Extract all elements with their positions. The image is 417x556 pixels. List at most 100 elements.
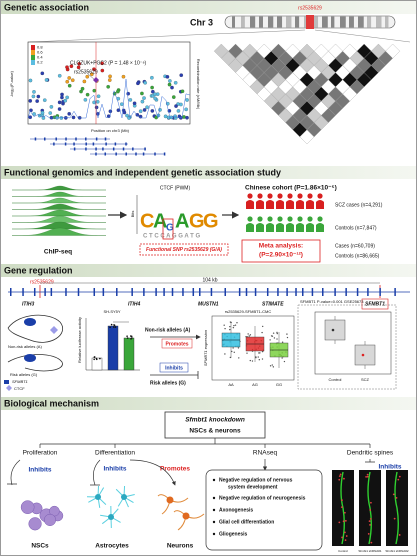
functional-snp: Functional SNP rs2535629 (G/A) bbox=[146, 247, 222, 253]
jitter bbox=[247, 333, 249, 335]
exon bbox=[163, 288, 165, 296]
genotype-label: GG bbox=[276, 382, 282, 387]
person-head bbox=[297, 216, 303, 222]
exon bbox=[155, 288, 157, 296]
person-head bbox=[267, 193, 273, 199]
chip-peak bbox=[12, 185, 106, 191]
dot bbox=[95, 357, 98, 360]
locus-point bbox=[80, 86, 85, 91]
exon bbox=[238, 288, 241, 296]
jitter bbox=[229, 321, 232, 323]
chip-peak bbox=[11, 227, 107, 236]
locus-point bbox=[44, 78, 49, 82]
bar bbox=[123, 337, 135, 371]
exon bbox=[112, 147, 115, 151]
exon bbox=[210, 288, 213, 296]
person-body bbox=[276, 223, 284, 232]
branch-label: RNAseq bbox=[253, 450, 278, 457]
chip-peak bbox=[12, 191, 106, 197]
locus-point bbox=[92, 88, 97, 93]
logo-letter: G bbox=[203, 210, 219, 232]
logo-letter: G bbox=[189, 210, 205, 232]
locus-point bbox=[180, 89, 185, 94]
locus-point bbox=[100, 61, 104, 66]
rnaseq-term: Gliogenesis bbox=[219, 531, 248, 537]
exon bbox=[85, 137, 87, 141]
spine-label: Sfmbt1 shRNA#2 bbox=[385, 549, 409, 553]
locus-point bbox=[132, 101, 137, 106]
locus-point bbox=[57, 100, 62, 105]
locus-point bbox=[167, 82, 172, 87]
jitter bbox=[259, 352, 261, 354]
exon bbox=[182, 288, 184, 296]
jitter bbox=[261, 358, 264, 360]
locus-point bbox=[57, 107, 62, 111]
band bbox=[313, 16, 319, 28]
locus-point bbox=[145, 105, 149, 110]
rnaseq-term: system development bbox=[228, 484, 278, 490]
rnaseq-box bbox=[205, 469, 323, 551]
exon bbox=[379, 288, 381, 296]
panel-gene-regulation: Gene regulation rs2535629 104 kb ITIH3 IT… bbox=[1, 264, 416, 391]
band bbox=[322, 16, 328, 28]
locus-point bbox=[67, 76, 72, 80]
person-body bbox=[306, 200, 314, 209]
dot bbox=[126, 337, 129, 339]
exon bbox=[102, 147, 104, 151]
jitter bbox=[249, 334, 252, 336]
exon bbox=[95, 137, 98, 141]
jitter bbox=[276, 332, 278, 335]
locus-point bbox=[121, 74, 126, 79]
person-head bbox=[257, 216, 263, 222]
band bbox=[241, 16, 245, 28]
spine bbox=[340, 506, 343, 509]
chromosome-ideogram bbox=[224, 15, 396, 29]
locus-point bbox=[179, 73, 184, 78]
person-head bbox=[307, 193, 313, 199]
locus-point bbox=[76, 65, 81, 70]
jitter bbox=[286, 333, 288, 335]
locus-point bbox=[83, 98, 88, 102]
exon bbox=[55, 137, 57, 141]
legend-swatch bbox=[31, 55, 35, 60]
nsc bbox=[43, 513, 57, 526]
locus-point bbox=[35, 99, 39, 103]
locus-point bbox=[185, 115, 189, 120]
band bbox=[340, 16, 346, 28]
jitter bbox=[238, 357, 240, 359]
person-head bbox=[317, 193, 323, 199]
panel-header bbox=[1, 1, 416, 14]
rnaseq-term: Negative regulation of neurogenesis bbox=[219, 495, 306, 501]
geo-boxplot: Control SCZ bbox=[314, 311, 392, 382]
spine bbox=[370, 501, 372, 504]
snp-highlight bbox=[162, 218, 174, 240]
chip-peak bbox=[12, 203, 106, 210]
exon bbox=[301, 288, 304, 296]
nsc bbox=[20, 500, 35, 514]
locus-point bbox=[143, 80, 147, 85]
branch-label: Proliferation bbox=[23, 450, 58, 457]
jitter bbox=[258, 359, 261, 361]
jitter bbox=[248, 335, 250, 337]
distance-label: 104 kb bbox=[202, 277, 217, 283]
panel-title: Functional genomics and independent gene… bbox=[4, 167, 281, 177]
legend-label: SFMBT1 bbox=[12, 379, 28, 384]
dendrite bbox=[367, 471, 372, 545]
spine bbox=[393, 517, 396, 520]
box bbox=[354, 344, 376, 366]
locus-point bbox=[171, 95, 176, 99]
locus-point bbox=[40, 110, 45, 115]
nsc bbox=[28, 517, 42, 531]
jitter bbox=[271, 364, 273, 366]
jitter bbox=[273, 337, 276, 339]
locus-point bbox=[150, 75, 154, 80]
person-head bbox=[257, 193, 263, 199]
lead-snp-mark bbox=[93, 77, 99, 83]
exon bbox=[73, 142, 75, 146]
jitter bbox=[281, 341, 284, 343]
exon bbox=[73, 147, 76, 151]
exon bbox=[163, 152, 166, 156]
exon bbox=[345, 288, 347, 296]
spine bbox=[398, 534, 401, 536]
promote-arrow bbox=[129, 459, 176, 486]
